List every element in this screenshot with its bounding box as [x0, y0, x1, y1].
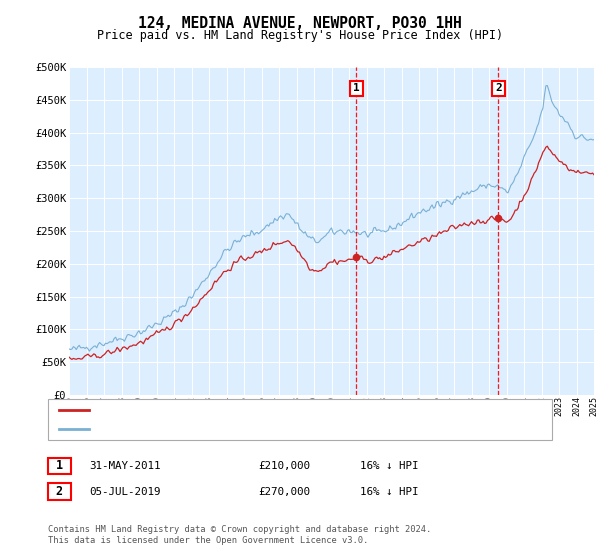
Text: 05-JUL-2019: 05-JUL-2019: [89, 487, 160, 497]
Text: 1: 1: [56, 459, 63, 473]
Text: 31-MAY-2011: 31-MAY-2011: [89, 461, 160, 471]
Text: 124, MEDINA AVENUE, NEWPORT, PO30 1HH (detached house): 124, MEDINA AVENUE, NEWPORT, PO30 1HH (d…: [96, 405, 420, 415]
Text: 16% ↓ HPI: 16% ↓ HPI: [360, 461, 419, 471]
Text: 2: 2: [56, 485, 63, 498]
Text: Price paid vs. HM Land Registry's House Price Index (HPI): Price paid vs. HM Land Registry's House …: [97, 29, 503, 42]
Text: 124, MEDINA AVENUE, NEWPORT, PO30 1HH: 124, MEDINA AVENUE, NEWPORT, PO30 1HH: [138, 16, 462, 31]
Text: 2: 2: [495, 83, 502, 94]
Text: HPI: Average price, detached house, Isle of Wight: HPI: Average price, detached house, Isle…: [96, 424, 390, 433]
Text: 1: 1: [353, 83, 360, 94]
Text: £210,000: £210,000: [258, 461, 310, 471]
Text: 16% ↓ HPI: 16% ↓ HPI: [360, 487, 419, 497]
Text: Contains HM Land Registry data © Crown copyright and database right 2024.
This d: Contains HM Land Registry data © Crown c…: [48, 525, 431, 545]
Text: £270,000: £270,000: [258, 487, 310, 497]
